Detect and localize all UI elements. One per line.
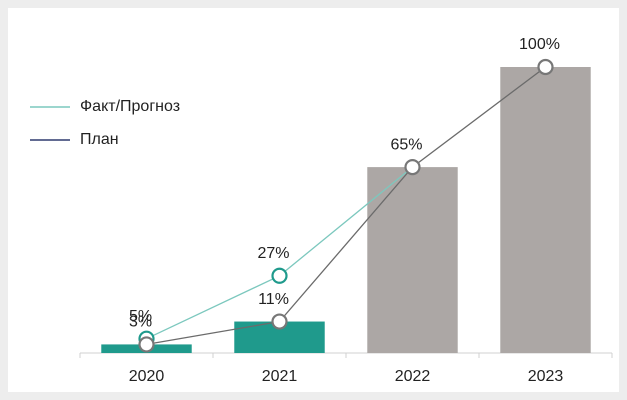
marker: [271, 313, 288, 330]
bar: [367, 167, 458, 353]
legend-label: Факт/Прогноз: [80, 98, 180, 115]
x-tick-label: 2021: [262, 368, 298, 385]
x-tick-label: 2022: [395, 368, 431, 385]
data-label: 5%: [129, 308, 152, 325]
x-tick-label: 2023: [528, 368, 564, 385]
data-label: 27%: [257, 245, 289, 262]
line: [146, 66, 546, 346]
data-label: 65%: [390, 136, 422, 153]
marker: [271, 267, 288, 284]
marker: [404, 159, 421, 176]
legend-label: План: [80, 131, 119, 148]
marker: [537, 58, 554, 76]
bar: [500, 67, 591, 353]
marker: [138, 336, 155, 353]
data-label: 11%: [258, 291, 289, 308]
x-tick-label: 2020: [129, 368, 165, 385]
data-label: 3%: [129, 314, 152, 331]
data-label: 100%: [519, 36, 560, 53]
